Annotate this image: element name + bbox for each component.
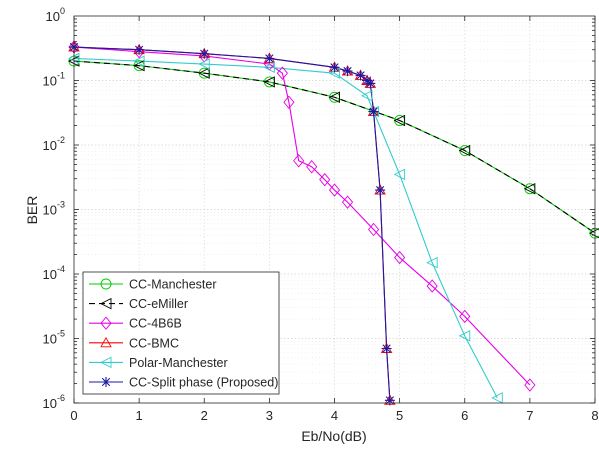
data-point-cc-emiller — [458, 144, 471, 157]
data-point-cc-4b6b — [306, 160, 318, 174]
data-point-cc-4b6b — [293, 154, 305, 168]
data-point-cc-4b6b — [524, 378, 536, 392]
data-point-cc-4b6b — [276, 66, 288, 80]
data-point-polar-manchester — [426, 256, 438, 269]
series-line-cc-emiller — [73, 60, 596, 234]
legend-marker-cc-emiller — [99, 297, 112, 310]
data-point-cc-emiller — [328, 91, 340, 103]
series-line-cc-4b6b — [73, 46, 531, 386]
legend-label-cc-bmc: CC-BMC — [129, 336, 179, 350]
legend-label-cc-4b6b: CC-4B6B — [129, 317, 182, 331]
data-point-polar-manchester — [393, 168, 406, 181]
data-point-cc-split-phase-proposed — [375, 185, 386, 196]
x-tick-label: 5 — [396, 408, 403, 423]
legend-label-cc-split-phase-proposed: CC-Split phase (Proposed) — [129, 376, 278, 390]
data-point-cc-4b6b — [426, 279, 438, 293]
data-point-cc-split-phase-proposed — [342, 66, 353, 77]
series-line-polar-manchester — [73, 57, 498, 399]
legend-marker-cc-bmc — [100, 336, 112, 348]
data-point-cc-split-phase-proposed — [329, 62, 340, 73]
x-tick-label: 6 — [461, 408, 468, 423]
data-point-cc-4b6b — [341, 195, 354, 209]
data-point-cc-split-phase-proposed — [134, 44, 145, 55]
x-tick-labels: 0 1 2 3 4 5 6 7 8 — [70, 408, 598, 423]
data-point-cc-emiller — [393, 114, 406, 127]
legend-marker-cc-manchester — [100, 278, 112, 290]
data-point-cc-split-phase-proposed — [365, 78, 376, 89]
legend-label-cc-emiller: CC-eMiller — [129, 297, 188, 311]
x-tick-label: 0 — [70, 408, 77, 423]
data-point-cc-split-phase-proposed — [368, 106, 379, 117]
legend-label-cc-manchester: CC-Manchester — [129, 278, 217, 292]
data-point-polar-manchester — [198, 58, 210, 70]
data-point-cc-4b6b — [394, 250, 406, 265]
data-point-cc-split-phase-proposed — [355, 70, 366, 81]
data-point-polar-manchester — [361, 90, 373, 102]
data-point-cc-emiller — [198, 67, 210, 79]
y-tick-label: 10-5 — [43, 329, 65, 347]
legend-marker-cc-split-phase-proposed — [101, 377, 111, 387]
x-axis-label: Eb/No(dB) — [301, 428, 366, 444]
legend: CC-Manchester CC-eMiller CC-4B6B CC-BMC Pola… — [82, 271, 280, 395]
grid-lines — [74, 16, 595, 403]
y-tick-label: 10-4 — [43, 264, 65, 282]
data-point-polar-manchester — [263, 61, 275, 74]
data-point-cc-split-phase-proposed — [199, 48, 210, 59]
y-axis-label: BER — [24, 196, 40, 225]
y-tick-label: 10-1 — [43, 71, 65, 89]
x-tick-label: 8 — [591, 408, 598, 423]
data-point-cc-4b6b — [283, 95, 295, 109]
x-tick-label: 3 — [266, 408, 273, 423]
data-point-polar-manchester — [458, 330, 471, 342]
y-tick-label: 10-2 — [43, 135, 65, 153]
legend-label-polar-manchester: Polar-Manchester — [129, 356, 228, 370]
x-tick-label: 1 — [136, 408, 143, 423]
x-tick-label: 2 — [201, 408, 208, 423]
data-point-cc-4b6b — [459, 309, 471, 324]
legend-marker-polar-manchester — [99, 356, 112, 369]
x-tick-label: 7 — [526, 408, 533, 423]
data-point-polar-manchester — [491, 392, 503, 404]
legend-marker-cc-4b6b — [100, 316, 112, 330]
y-tick-labels: 100 10-1 10-2 10-3 10-4 10-5 10-6 — [43, 6, 65, 411]
data-point-cc-split-phase-proposed — [264, 53, 275, 64]
data-point-cc-4b6b — [319, 172, 331, 187]
data-point-cc-split-phase-proposed — [381, 343, 392, 354]
data-point-cc-4b6b — [328, 183, 341, 197]
data-point-polar-manchester — [133, 55, 145, 67]
data-point-cc-emiller — [263, 76, 275, 88]
data-point-cc-4b6b — [367, 222, 380, 237]
data-point-cc-emiller — [523, 182, 536, 195]
y-tick-label: 100 — [46, 6, 65, 24]
axis-ticks — [73, 16, 596, 404]
y-tick-label: 10-6 — [43, 393, 65, 411]
data-point-cc-split-phase-proposed — [384, 395, 395, 406]
y-tick-label: 10-3 — [43, 200, 65, 218]
legend-box — [82, 271, 280, 395]
x-tick-label: 4 — [331, 408, 338, 423]
